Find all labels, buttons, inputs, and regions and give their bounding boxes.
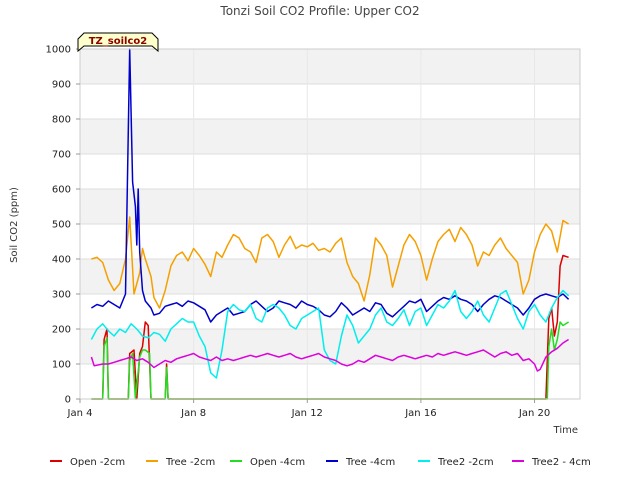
site-tag-box [77, 32, 159, 53]
plot-band [80, 49, 580, 84]
y-tick-label: 1000 [46, 45, 71, 56]
legend-label: Open -4cm [250, 457, 305, 468]
y-tick-label: 300 [52, 290, 71, 301]
y-tick-label: 500 [52, 220, 71, 231]
legend-label: Tree2 -2cm [437, 457, 494, 468]
series-line-tree2-4cm [90, 338, 569, 372]
x-tick-label: Jan 12 [291, 408, 323, 419]
legend-label: Tree -2cm [165, 457, 215, 468]
site-tag-text: TZ_soilco2 [89, 36, 148, 47]
chart-title: Tonzi Soil CO2 Profile: Upper CO2 [219, 4, 419, 18]
plot-band [80, 189, 580, 224]
x-tick-label: Jan 4 [67, 408, 93, 419]
x-tick-label: Jan 20 [518, 408, 550, 419]
plot-band [80, 119, 580, 154]
legend-label: Tree2 - 4cm [531, 457, 591, 468]
legend: Open -2cm Tree -2cm Open -4cm Tree -4cm Tree… [50, 457, 591, 468]
legend-item: Tree -4cm [326, 457, 395, 468]
y-axis-title: Soil CO2 (ppm) [9, 187, 20, 263]
y-tick-label: 200 [52, 325, 71, 336]
x-tick-label: Jan 16 [404, 408, 436, 419]
y-tick-label: 0 [65, 395, 71, 406]
legend-item: Tree -2cm [146, 457, 215, 468]
legend-item: Tree2 -2cm [418, 457, 494, 468]
x-tick-label: Jan 8 [180, 408, 206, 419]
y-tick-label: 800 [52, 115, 71, 126]
y-tick-label: 400 [52, 255, 71, 266]
legend-label: Tree -4cm [345, 457, 395, 468]
tick-labels: 0 100 200 300 400 500 600 700 800 900 1000 Jan 4 Jan… [46, 45, 551, 420]
legend-item: Tree2 - 4cm [512, 457, 591, 468]
legend-label: Open -2cm [70, 457, 125, 468]
series-line-tree-2cm [91, 216, 569, 309]
y-tick-label: 100 [52, 360, 71, 371]
series-line-tree2-2cm [90, 289, 570, 379]
series-line-tree-4cm [91, 48, 570, 323]
legend-item: Open -2cm [50, 457, 125, 468]
y-tick-label: 600 [52, 185, 71, 196]
legend-item: Open -4cm [230, 457, 305, 468]
plot-band [80, 259, 580, 294]
y-tick-label: 700 [52, 150, 71, 161]
x-axis-title: Time [553, 425, 578, 436]
site-tag-label: TZ_soilco2 [77, 32, 159, 53]
y-tick-label: 900 [52, 80, 71, 91]
